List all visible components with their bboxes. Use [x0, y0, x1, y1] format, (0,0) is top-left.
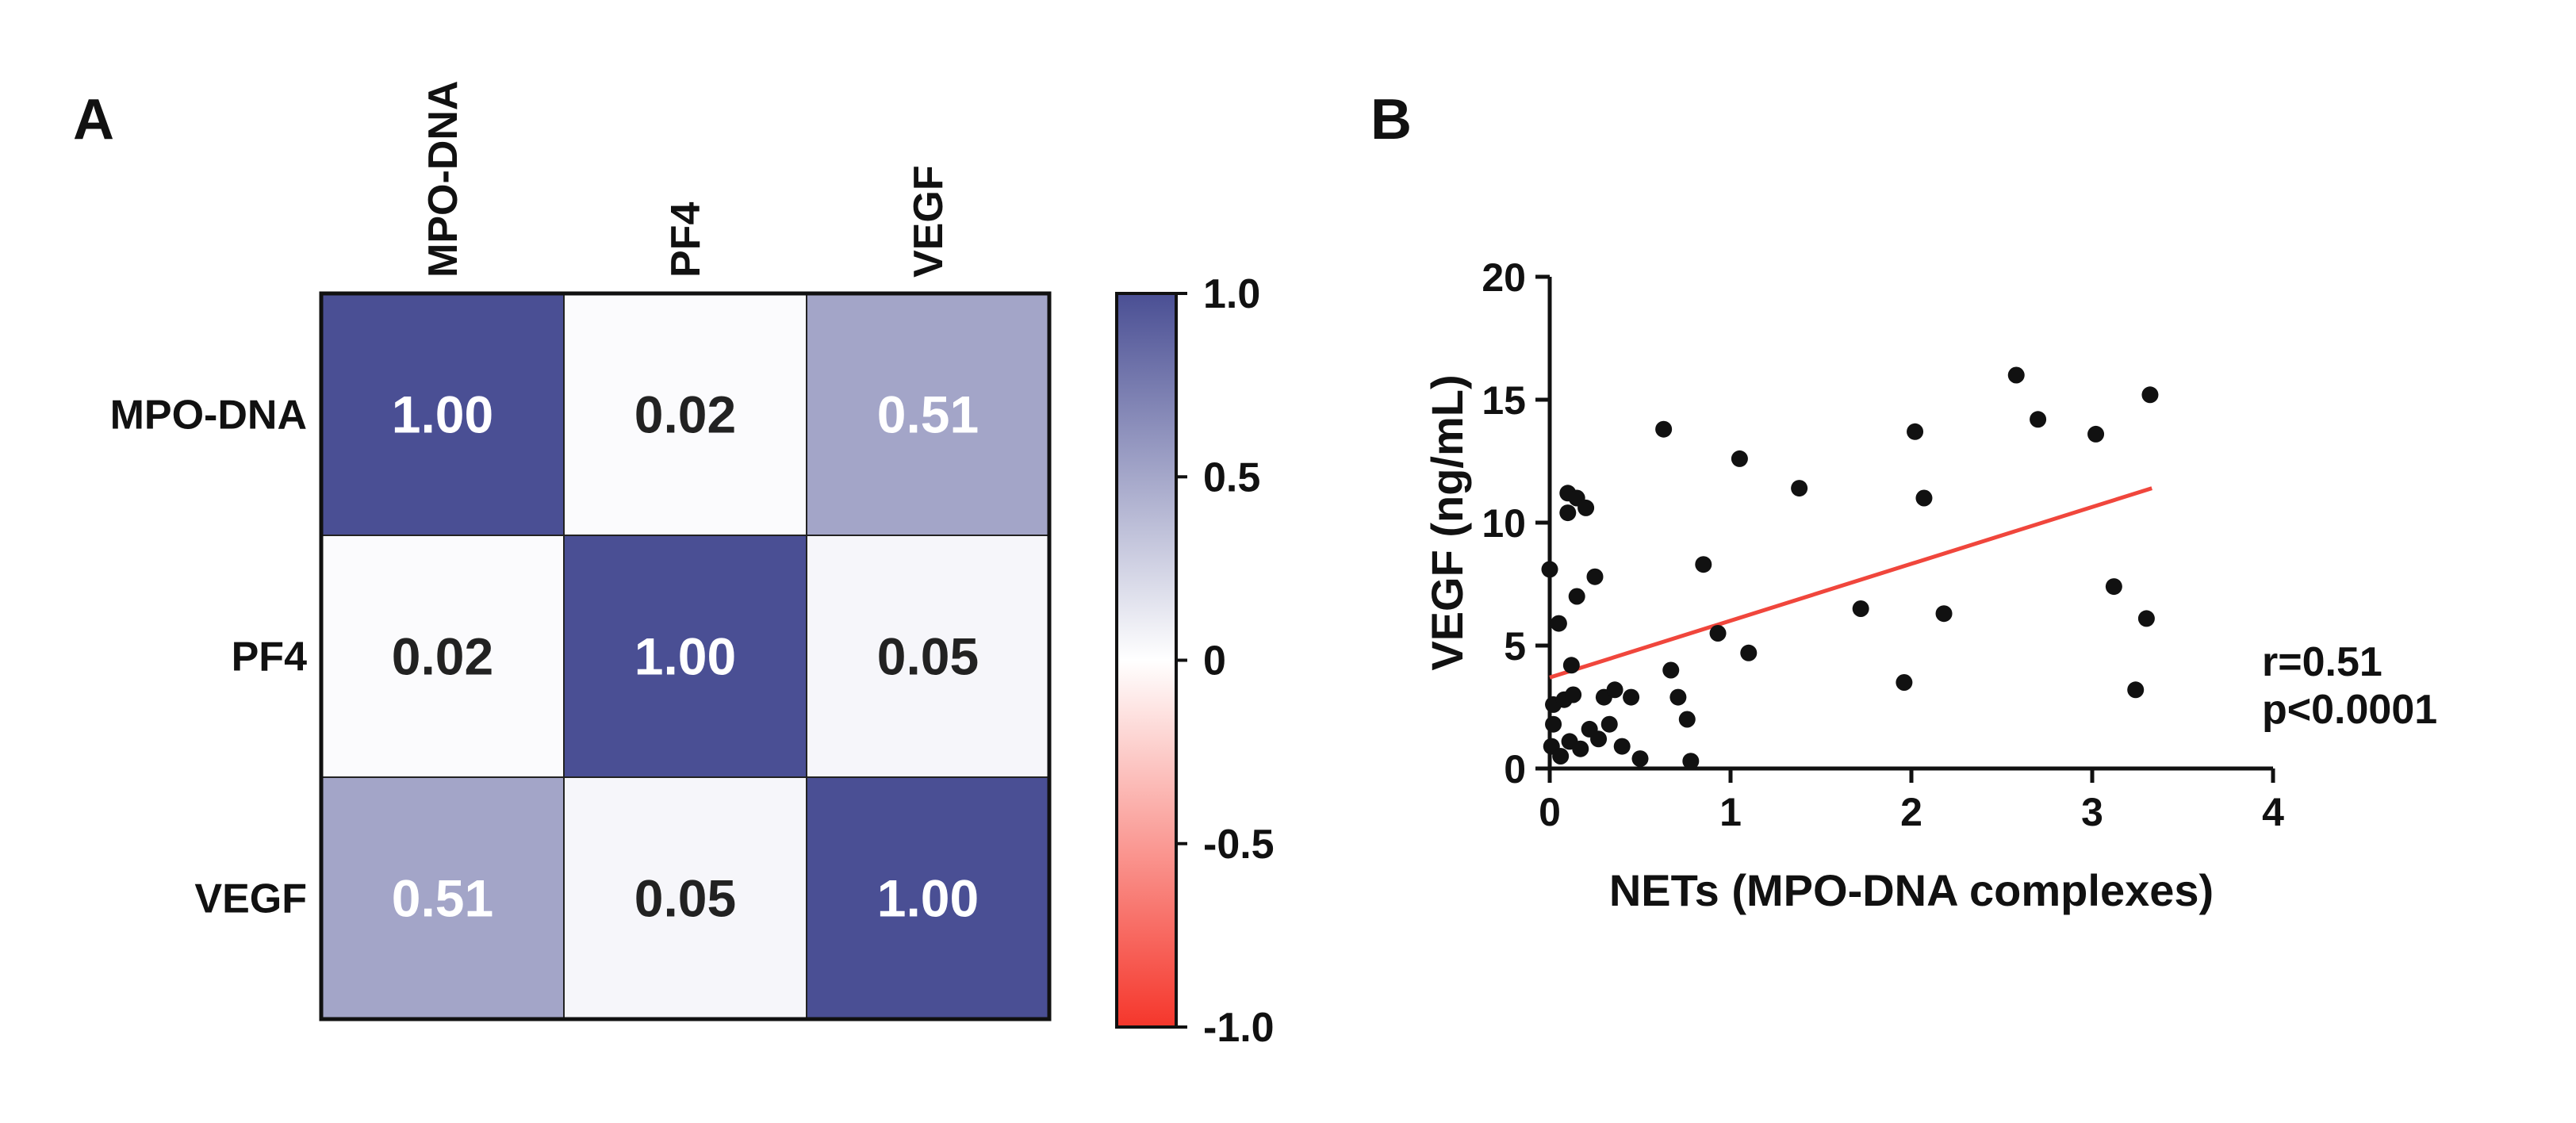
y-tick-label-1: 5	[1504, 624, 1526, 669]
panel-label-b: B	[1370, 88, 1412, 151]
data-point-38	[1915, 489, 1933, 507]
data-point-25	[1655, 420, 1673, 438]
y-tick-label-0: 0	[1504, 747, 1526, 791]
heatmap-cell-r1-c2	[806, 535, 1050, 778]
heatmap-cell-r0-c0	[320, 293, 565, 536]
data-point-33	[1740, 644, 1758, 661]
data-point-39	[1935, 605, 1953, 623]
data-point-44	[2127, 681, 2145, 699]
y-tick-label-4: 20	[1482, 255, 1526, 300]
data-point-45	[2137, 610, 2155, 627]
data-point-6	[1568, 588, 1585, 605]
heatmap-col-label-1: PF4	[663, 202, 709, 278]
heatmap-row-label-2: VEGF	[194, 876, 307, 922]
heatmap-cell-value-r0-c0: 1.00	[392, 385, 493, 444]
x-tick-label-4: 4	[2262, 790, 2284, 834]
data-point-8	[1562, 657, 1580, 674]
heatmap-cell-value-r1-c1: 1.00	[634, 627, 736, 686]
data-point-42	[2087, 425, 2105, 443]
data-point-36	[1896, 674, 1913, 691]
data-point-27	[1669, 688, 1687, 706]
colorbar-tick-label-2: 0	[1203, 638, 1226, 684]
data-point-12	[1545, 715, 1562, 733]
colorbar-bar	[1115, 292, 1178, 1029]
data-point-14	[1552, 748, 1570, 765]
stat-p-value: p<0.0001	[2262, 687, 2437, 733]
colorbar-tick-label-1: 0.5	[1203, 454, 1260, 500]
x-tick-label-0: 0	[1539, 790, 1561, 834]
data-point-43	[2105, 578, 2122, 596]
scatter-plot: 0 1 2 3 4 0 5 10 15 20 NETs (MPO-DNA complexes) VEG…	[1422, 255, 2437, 915]
heatmap-col-label-0: MPO-DNA	[420, 81, 466, 278]
heatmap-cell-r1-c0	[320, 535, 565, 778]
data-point-28	[1678, 711, 1696, 728]
x-tick-label-3: 3	[2081, 790, 2103, 834]
data-point-18	[1590, 730, 1608, 748]
data-point-30	[1695, 556, 1712, 573]
colorbar-tick-label-0: 1.0	[1203, 271, 1260, 317]
y-tick-label-2: 10	[1482, 501, 1526, 546]
data-point-1	[1550, 615, 1567, 632]
data-point-21	[1606, 681, 1623, 699]
data-point-2	[1559, 504, 1577, 522]
heatmap-border	[319, 291, 1052, 1021]
data-point-34	[1791, 480, 1808, 497]
data-point-5	[1577, 499, 1595, 516]
colorbar-tick-label-4: -1.0	[1203, 1005, 1275, 1051]
data-point-24	[1631, 750, 1649, 768]
data-point-37	[1907, 423, 1924, 440]
heatmap-cell-r2-c0	[320, 776, 565, 1020]
data-point-22	[1613, 738, 1631, 755]
data-point-16	[1572, 740, 1589, 757]
x-tick-label-1: 1	[1719, 790, 1742, 834]
data-point-40	[2007, 366, 2025, 384]
data-point-35	[1852, 600, 1869, 617]
heatmap-cell-value-r2-c2: 1.00	[877, 869, 979, 928]
heatmap-row-label-0: MPO-DNA	[110, 393, 307, 439]
data-point-31	[1709, 625, 1727, 642]
heatmap-cell-r2-c1	[563, 776, 807, 1020]
data-point-23	[1623, 688, 1640, 706]
panel-label-a: A	[73, 88, 114, 151]
data-point-41	[2030, 411, 2047, 428]
data-point-0	[1541, 561, 1558, 578]
heatmap-cell-value-r0-c2: 0.51	[877, 385, 979, 444]
heatmap-cell-value-r1-c0: 0.02	[392, 627, 493, 686]
data-point-32	[1731, 450, 1748, 467]
heatmap-cell-value-r0-c1: 0.02	[634, 385, 736, 444]
data-point-20	[1600, 715, 1618, 733]
heatmap-cell-r1-c1	[563, 535, 807, 778]
heatmap-cell-value-r1-c2: 0.05	[877, 627, 979, 686]
heatmap-cell-value-r2-c1: 0.05	[634, 869, 736, 928]
data-point-29	[1682, 753, 1700, 770]
data-point-11	[1565, 686, 1582, 703]
correlation-heatmap: 1.00 0.02 0.51 0.02 1.00 0.05 0.51 0.05 1.00 MPO-…	[110, 81, 1052, 1021]
heatmap-colorbar: 1.0 0.5 0 -0.5 -1.0	[1115, 271, 1275, 1051]
x-axis-title: NETs (MPO-DNA complexes)	[1609, 865, 2214, 915]
heatmap-row-label-1: PF4	[232, 634, 307, 680]
y-axis-title: VEGF (ng/mL)	[1422, 374, 1472, 670]
heatmap-cell-value-r2-c0: 0.51	[392, 869, 493, 928]
regression-line	[1549, 486, 2152, 680]
y-tick-label-3: 15	[1482, 378, 1526, 423]
x-tick-label-2: 2	[1900, 790, 1922, 834]
heatmap-cell-r0-c1	[563, 293, 807, 536]
data-point-26	[1662, 661, 1680, 679]
data-point-46	[2141, 386, 2159, 404]
colorbar-tick-label-3: -0.5	[1203, 822, 1275, 868]
data-point-7	[1586, 568, 1604, 585]
heatmap-col-label-2: VEGF	[906, 165, 952, 278]
stat-r-value: r=0.51	[2262, 639, 2382, 685]
